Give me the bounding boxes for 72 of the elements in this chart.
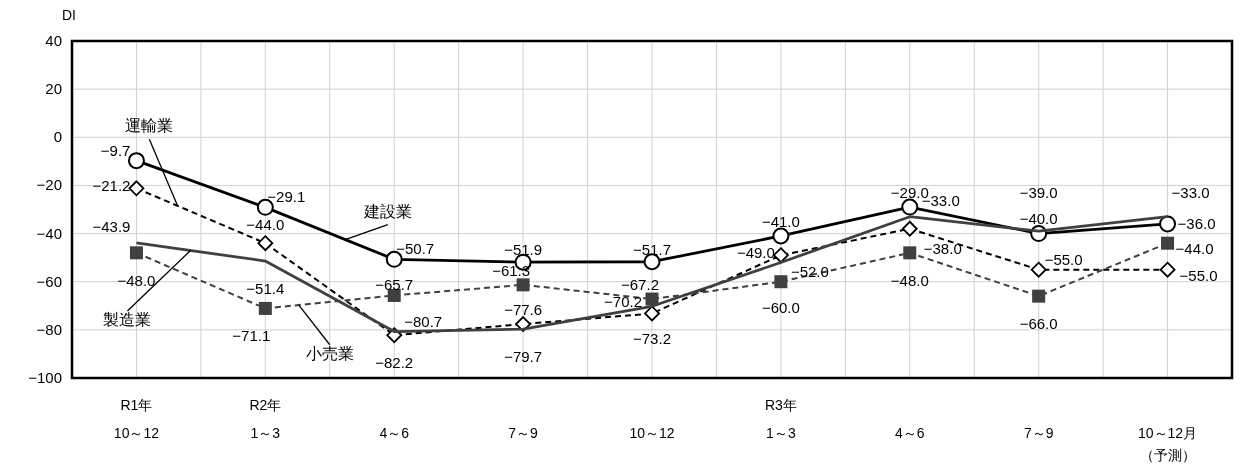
data-label: −49.0 (736, 244, 775, 262)
point (774, 275, 788, 289)
text: 製造業 (103, 311, 152, 329)
x-tick-label: R2年 1～3 (249, 397, 282, 441)
data-label: −73.2 (633, 330, 671, 348)
x-tick-label: 10～12月 (1137, 425, 1198, 441)
y-tick-label: 20 (45, 80, 62, 98)
data-label: −36.0 (1177, 214, 1216, 232)
point (644, 305, 660, 322)
data-label: −71.1 (232, 327, 271, 345)
y-tick-label: −80 (36, 320, 62, 338)
x-tick-label: 7～9 (1023, 425, 1054, 441)
x-tick-label: 10～12 (629, 425, 675, 441)
x-tick-label: R1年 10～12 (113, 397, 160, 441)
data-label: −55.0 (1044, 250, 1083, 268)
y-tick-label: −40 (36, 224, 62, 242)
y-axis-title: DI (62, 7, 76, 23)
data-label: −33.0 (1171, 183, 1210, 201)
data-label: −48.0 (890, 271, 929, 289)
x-tick-label: 4～6 (894, 425, 925, 441)
data-label: −39.0 (1019, 184, 1058, 202)
data-label: −70.2 (604, 293, 642, 311)
y-tick-label: 0 (53, 128, 62, 146)
text: 運輸業 (125, 117, 174, 135)
data-label: −51.9 (504, 241, 543, 259)
data-label: −77.6 (504, 301, 543, 319)
point (1032, 289, 1046, 303)
data-label: −51.4 (246, 280, 285, 298)
data-label: −82.2 (375, 354, 414, 372)
point (1161, 236, 1175, 250)
point (903, 246, 917, 260)
point (901, 220, 918, 237)
x-tick-label: 4～6 (379, 425, 410, 441)
data-label: −52.0 (790, 263, 829, 281)
point (128, 180, 145, 197)
series-label: 建設業 (362, 202, 412, 220)
y-tick-label: −60 (36, 272, 62, 290)
data-label: −21.2 (92, 177, 131, 195)
point (772, 227, 790, 245)
data-label: −40.0 (1019, 209, 1058, 227)
data-label: −60.0 (761, 298, 800, 316)
data-label: −43.9 (92, 217, 131, 235)
point (257, 235, 274, 252)
text: 小売業 (305, 344, 354, 362)
data-label: −80.7 (404, 312, 443, 330)
y-tick-label: −20 (36, 176, 62, 194)
data-label: −67.2 (621, 276, 659, 294)
point (129, 246, 143, 260)
point (1159, 261, 1176, 278)
data-label: −79.7 (504, 348, 543, 366)
data-label: −44.0 (246, 216, 285, 234)
data-label: −9.7 (100, 141, 131, 159)
data-label: −50.7 (396, 240, 435, 258)
data-label: −44.0 (1175, 240, 1214, 258)
y-tick-label: −100 (28, 369, 62, 386)
point (258, 301, 272, 315)
data-label: −66.0 (1019, 315, 1058, 333)
point (1159, 215, 1177, 233)
data-label: −61.3 (492, 261, 531, 279)
text: （予測） (1139, 447, 1196, 463)
data-label: −65.7 (375, 276, 414, 294)
point (901, 198, 919, 216)
data-label: −29.1 (267, 188, 306, 206)
data-label: −55.0 (1179, 266, 1218, 284)
data-label: −41.0 (761, 212, 800, 230)
data-label: −38.0 (923, 239, 962, 257)
point (516, 278, 530, 292)
x-tick-label: R3年 1～3 (764, 397, 797, 441)
point (1030, 261, 1047, 278)
x-tick-label: 7～9 (508, 425, 539, 441)
y-tick-label: 40 (45, 32, 62, 49)
data-label: −48.0 (117, 271, 156, 289)
